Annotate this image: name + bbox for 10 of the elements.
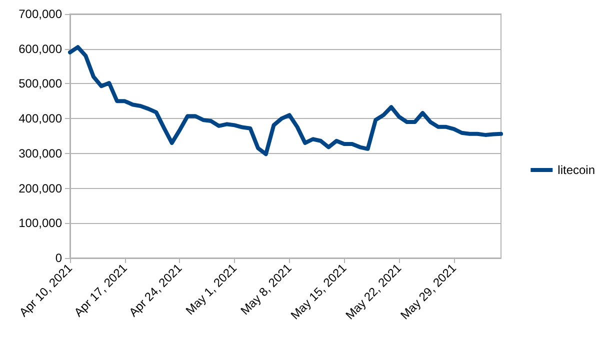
y-tick-label: 100,000 [18,216,62,230]
y-tick-label: 200,000 [18,181,62,196]
y-tick-label: 700,000 [18,7,62,21]
y-tick-label: 300,000 [18,146,62,160]
line-series [68,45,503,156]
legend-label: litecoin [558,163,596,177]
y-tick-label: 600,000 [18,42,62,56]
y-tick-label: 0 [55,251,62,265]
y-tick-label: 500,000 [18,76,62,91]
y-tick-label: 400,000 [18,112,62,126]
